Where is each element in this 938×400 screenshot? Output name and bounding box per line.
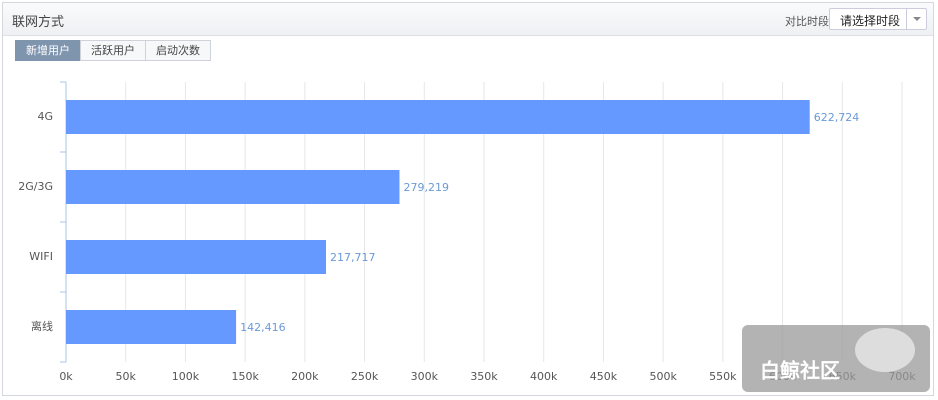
value-label: 217,717 — [330, 251, 376, 264]
x-tick-label: 250k — [351, 370, 379, 383]
x-tick-label: 150k — [231, 370, 259, 383]
bar — [66, 100, 810, 134]
x-tick-label: 500k — [649, 370, 677, 383]
x-tick-label: 550k — [709, 370, 737, 383]
y-tick-label: 2G/3G — [18, 180, 53, 193]
panel-title: 联网方式 — [12, 15, 65, 30]
y-tick-label: WIFI — [29, 250, 53, 263]
x-tick-label: 0k — [59, 370, 73, 383]
dropdown-arrow[interactable] — [906, 9, 926, 29]
x-tick-label: 400k — [530, 370, 558, 383]
compare-label: 对比时段: — [785, 15, 833, 28]
tab[interactable]: 启动次数 — [145, 40, 211, 61]
panel-header: 联网方式 对比时段: 请选择时段 — [3, 3, 933, 36]
bar — [66, 170, 400, 204]
bar — [66, 240, 327, 274]
value-label: 279,219 — [403, 181, 449, 194]
x-tick-label: 100k — [172, 370, 200, 383]
x-tick-label: 50k — [116, 370, 137, 383]
watermark-icon — [855, 328, 915, 372]
period-dropdown[interactable]: 请选择时段 — [829, 8, 927, 30]
panel: 联网方式 对比时段: 请选择时段 新增用户 活跃用户 启动次数 — [2, 2, 934, 396]
bar — [66, 310, 237, 344]
y-tick-label: 离线 — [31, 319, 53, 333]
value-label: 142,416 — [240, 321, 286, 334]
x-tick-label: 200k — [291, 370, 319, 383]
x-tick-label: 350k — [470, 370, 498, 383]
watermark-text: 白鲸社区 — [760, 359, 840, 383]
watermark: 白鲸社区 — [742, 325, 930, 392]
value-label: 622,724 — [814, 111, 860, 124]
y-tick-label: 4G — [37, 110, 53, 123]
x-tick-label: 450k — [590, 370, 618, 383]
tabs: 新增用户 活跃用户 启动次数 — [15, 40, 211, 61]
tab[interactable]: 新增用户 — [15, 40, 81, 61]
dropdown-text: 请选择时段 — [840, 14, 901, 28]
x-tick-label: 300k — [411, 370, 439, 383]
